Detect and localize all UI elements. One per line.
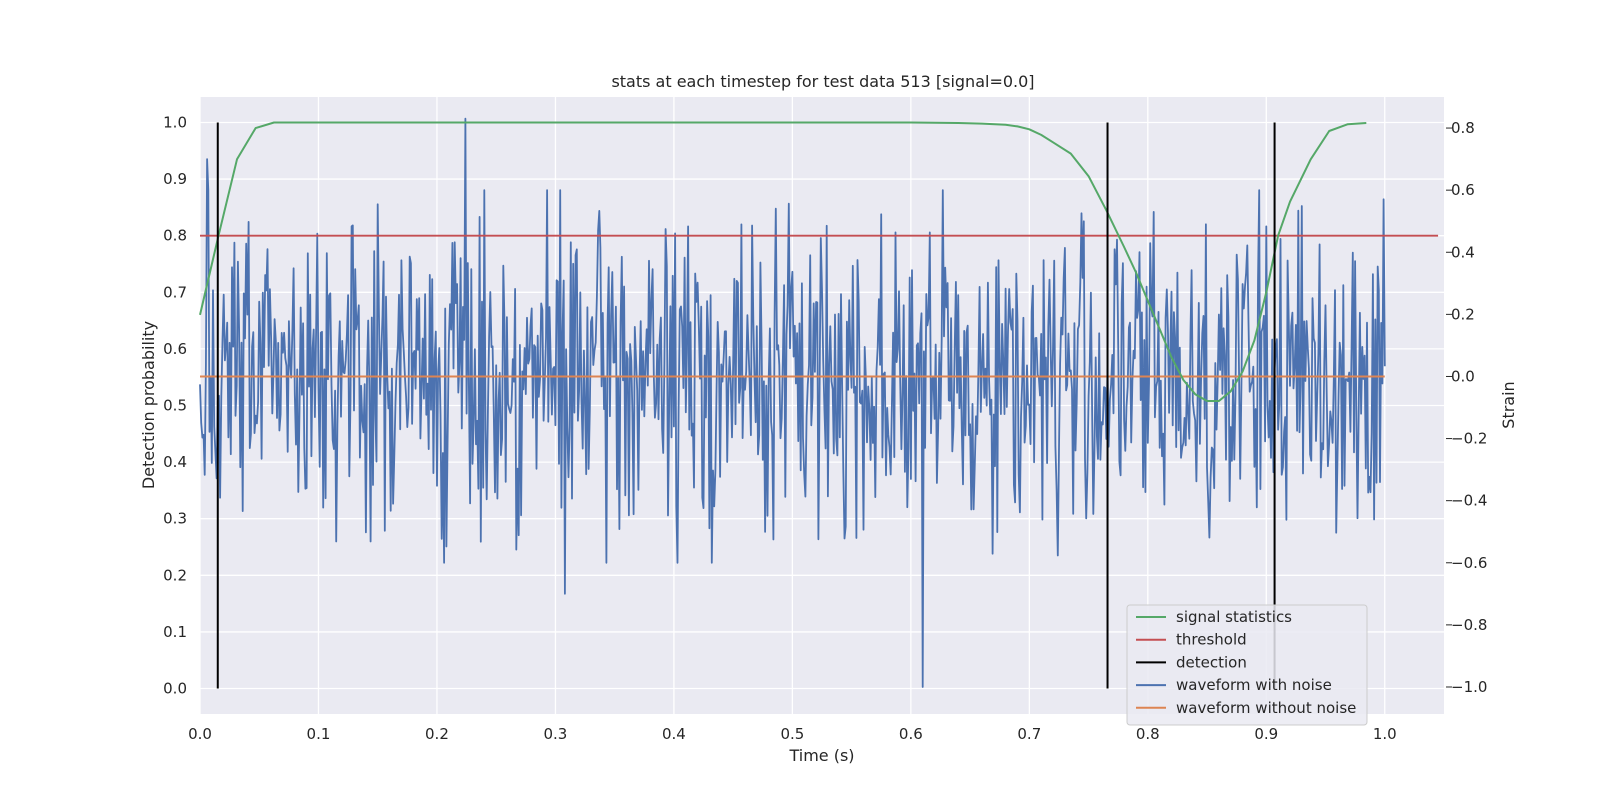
y-right-tick-label: 0.8 <box>1451 119 1475 137</box>
y-right-tick-label: −0.8 <box>1451 616 1487 634</box>
y-right-tick-label: −0.2 <box>1451 430 1487 448</box>
y-left-tick-label: 0.5 <box>163 397 187 415</box>
x-tick-label: 0.2 <box>425 725 449 743</box>
x-tick-label: 0.3 <box>543 725 567 743</box>
series-signal-statistics <box>199 121 1367 402</box>
y-left-tick-label: 0.4 <box>163 453 187 471</box>
y-left-tick-label: 0.7 <box>163 283 187 301</box>
x-tick-label: 0.7 <box>1017 725 1041 743</box>
y-left-tick-label: 0.0 <box>163 680 187 698</box>
legend-label: signal statistics <box>1176 608 1292 626</box>
y-left-tick-label: 0.6 <box>163 340 187 358</box>
y-right-ticks: −1.0 −0.8 −0.6 −0.4 −0.2 0.0 0.2 0.4 0.6 0.8 <box>1446 119 1487 696</box>
x-tick-label: 0.8 <box>1136 725 1160 743</box>
y-right-tick-label: −0.6 <box>1451 554 1487 572</box>
y-left-tick-label: 0.2 <box>163 566 187 584</box>
x-tick-label: 1.0 <box>1373 725 1397 743</box>
y-left-tick-label: 0.1 <box>163 623 187 641</box>
y-left-tick-label: 0.3 <box>163 510 187 528</box>
y-right-tick-label: 0.6 <box>1451 181 1475 199</box>
legend-label: threshold <box>1176 631 1247 649</box>
series-waveform-with-noise <box>199 117 1386 688</box>
y-left-axis-title: Detection probability <box>139 321 158 489</box>
y-right-axis-title: Strain <box>1499 381 1518 428</box>
x-tick-labels: 0.0 0.1 0.2 0.3 0.4 0.5 0.6 0.7 0.8 0.9 1.0 <box>188 725 1397 743</box>
y-left-tick-label: 0.8 <box>163 227 187 245</box>
y-right-tick-label: −1.0 <box>1451 678 1487 696</box>
x-tick-label: 0.9 <box>1254 725 1278 743</box>
y-left-tick-labels: 0.0 0.1 0.2 0.3 0.4 0.5 0.6 0.7 0.8 0.9 1.0 <box>163 113 187 697</box>
legend-label: waveform with noise <box>1176 676 1332 694</box>
x-tick-label: 0.0 <box>188 725 212 743</box>
legend: signal statistics threshold detection wavef… <box>1126 604 1368 726</box>
x-tick-label: 0.1 <box>307 725 331 743</box>
y-right-tick-label: 0.2 <box>1451 305 1475 323</box>
x-tick-label: 0.5 <box>780 725 804 743</box>
legend-box <box>1126 604 1368 726</box>
chart-title: stats at each timestep for test data 513… <box>611 72 1034 91</box>
x-tick-label: 0.6 <box>899 725 923 743</box>
y-right-tick-label: 0.0 <box>1451 367 1475 385</box>
legend-label: detection <box>1176 653 1247 671</box>
series-layer <box>199 117 1439 689</box>
y-right-tick-label: 0.4 <box>1451 243 1475 261</box>
y-right-tick-label: −0.4 <box>1451 492 1487 510</box>
x-axis-title: Time (s) <box>788 746 854 765</box>
y-left-tick-label: 0.9 <box>163 170 187 188</box>
x-tick-label: 0.4 <box>662 725 686 743</box>
legend-label: waveform without noise <box>1176 699 1356 717</box>
y-left-tick-label: 1.0 <box>163 113 187 131</box>
